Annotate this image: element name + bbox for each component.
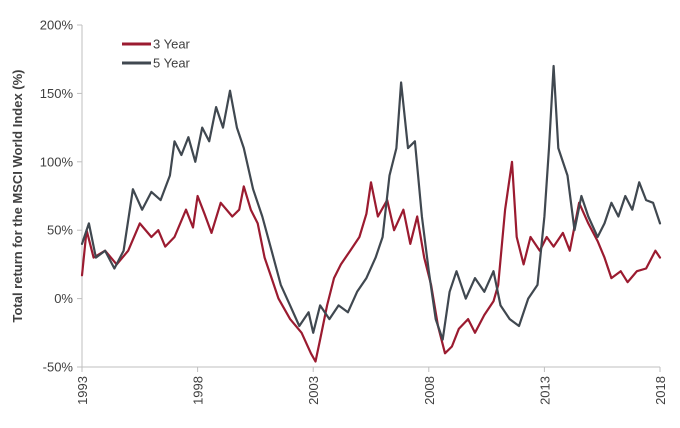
y-axis-title: Total return for the MSCI World Index (%… [10, 69, 25, 322]
x-tick-label: 2013 [537, 376, 552, 405]
y-tick-label: 100% [40, 154, 74, 169]
y-tick-label: 0% [54, 291, 73, 306]
x-tick-labels: 1993 1998 2003 2008 2013 2018 [75, 367, 668, 405]
x-tick-label: 2018 [653, 376, 668, 405]
y-tick-labels: -50% 0% 50% 100% 150% 200% [40, 18, 82, 375]
legend-label: 3 Year [153, 37, 191, 52]
x-tick-label: 2008 [422, 376, 437, 405]
legend: 3 Year 5 Year [122, 37, 191, 71]
legend-label: 5 Year [153, 56, 191, 71]
x-tick-label: 1998 [191, 376, 206, 405]
series-line-3-year [80, 160, 662, 363]
x-tick-label: 1993 [75, 376, 90, 405]
series-layer [80, 64, 662, 363]
y-tick-label: 150% [40, 86, 74, 101]
x-tick-label: 2003 [306, 376, 321, 405]
axes [81, 25, 660, 368]
y-tick-label: 50% [47, 223, 73, 238]
y-tick-label: -50% [43, 360, 74, 375]
series-line-5-year [80, 64, 662, 341]
y-tick-label: 200% [40, 18, 74, 33]
